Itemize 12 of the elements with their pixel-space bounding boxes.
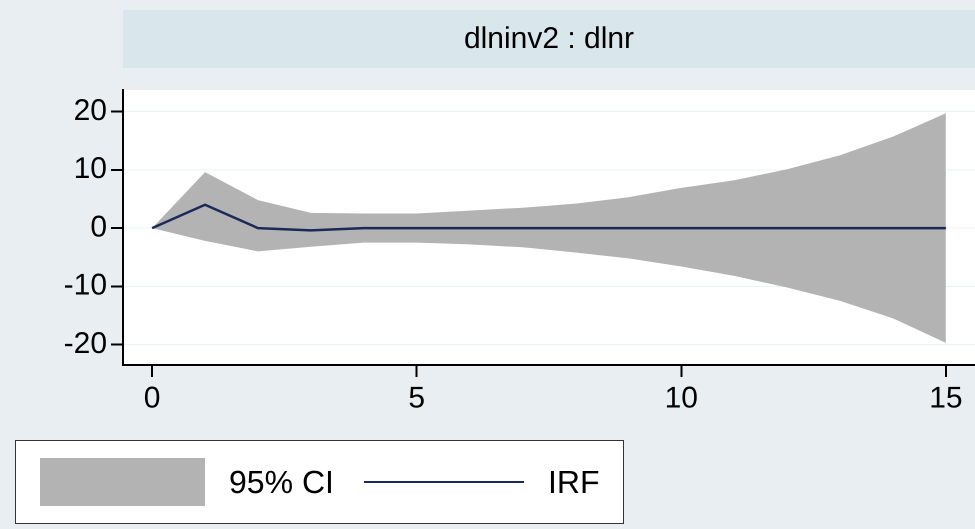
- x-tick-label: 15: [929, 381, 963, 414]
- x-tick-label: 0: [144, 381, 160, 414]
- y-tick-label: -10: [64, 268, 107, 302]
- y-tick-label: 0: [90, 210, 107, 244]
- text: IRF: [548, 464, 600, 500]
- x-tick-label: 10: [664, 381, 698, 414]
- chart-title: dlninv2 : dlnr: [123, 10, 975, 68]
- y-tick-label: -20: [64, 326, 107, 360]
- y-tick-label: 20: [74, 94, 107, 127]
- x-tick-label: 5: [408, 381, 426, 414]
- text: 95% CI: [229, 464, 334, 500]
- y-tick-label: 10: [74, 152, 107, 186]
